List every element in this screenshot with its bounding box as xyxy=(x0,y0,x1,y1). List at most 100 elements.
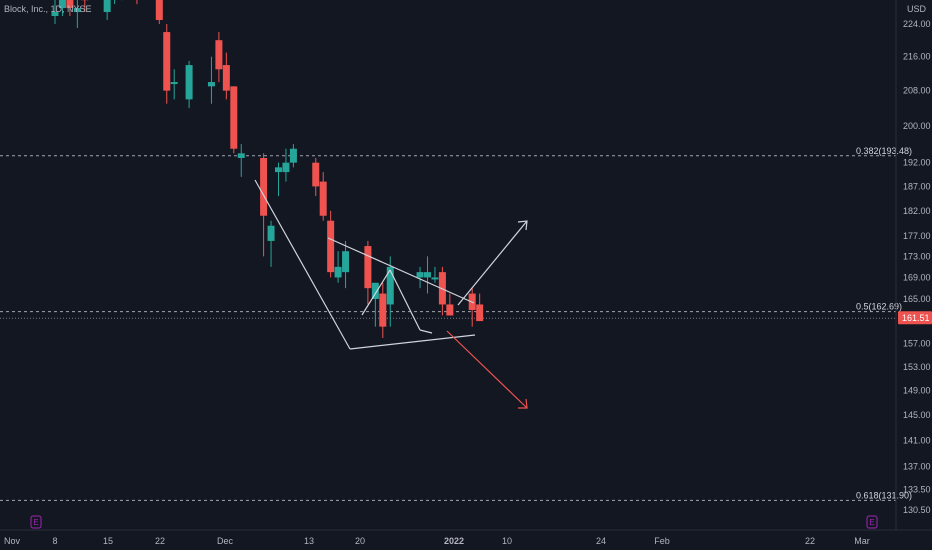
y-tick-label: 149.00 xyxy=(903,386,931,396)
x-tick-label: Dec xyxy=(217,536,234,546)
candle-5 xyxy=(103,0,111,20)
earnings-marker-upcoming[interactable]: E xyxy=(866,515,878,529)
candle-body xyxy=(416,272,424,278)
x-tick-label: 8 xyxy=(52,536,57,546)
y-tick-label: 224.00 xyxy=(903,19,931,29)
candle-body xyxy=(66,0,74,9)
candle-body xyxy=(282,162,290,173)
drawings xyxy=(254,179,528,409)
candle-29 xyxy=(364,240,372,305)
candle-body xyxy=(476,304,484,322)
candle-23 xyxy=(289,144,297,168)
candle-body xyxy=(103,0,111,13)
candle-body xyxy=(289,148,297,163)
x-tick-label: 24 xyxy=(596,536,606,546)
x-tick-label: Nov xyxy=(4,536,21,546)
candles xyxy=(51,0,484,338)
candle-body xyxy=(215,40,223,70)
candle-body xyxy=(163,32,171,91)
candle-10 xyxy=(155,0,163,24)
last-price-tag xyxy=(898,311,932,325)
candle-body xyxy=(446,304,454,316)
candle-body xyxy=(431,277,439,280)
x-tick-label: 13 xyxy=(304,536,314,546)
candle-17 xyxy=(230,86,238,154)
candle-body xyxy=(364,246,372,289)
candle-21 xyxy=(275,162,282,197)
candle-30 xyxy=(371,282,379,327)
candle-35 xyxy=(431,266,439,283)
candle-37 xyxy=(446,293,454,316)
y-tick-label: 145.00 xyxy=(903,410,931,420)
bull-arrow-line xyxy=(457,220,528,306)
y-tick-label: 130.50 xyxy=(903,505,931,515)
y-tick-label: 141.00 xyxy=(903,435,931,445)
wave-line-3 xyxy=(419,329,433,334)
y-tick-label: 208.00 xyxy=(903,86,931,96)
candle-4 xyxy=(81,0,89,13)
candle-body xyxy=(51,12,59,17)
candle-body xyxy=(260,157,268,216)
triangle-upper-line xyxy=(327,237,475,304)
candle-body xyxy=(237,153,245,158)
candle-28 xyxy=(342,240,350,289)
event-marker-letter: E xyxy=(869,518,874,527)
candle-12 xyxy=(170,69,178,100)
candle-body xyxy=(319,181,327,216)
candle-20 xyxy=(267,220,275,267)
candle-body xyxy=(424,272,431,278)
x-tick-label: Mar xyxy=(854,536,870,546)
bull-arrow-head xyxy=(517,220,528,231)
bear-arrow-line xyxy=(446,330,528,409)
earnings-marker-past[interactable]: E xyxy=(30,515,42,529)
event-marker-frame xyxy=(30,515,42,529)
candle-2 xyxy=(66,0,74,17)
candle-body xyxy=(185,65,193,100)
y-tick-label: 137.00 xyxy=(903,461,931,471)
candle-body xyxy=(334,266,342,278)
y-tick-label: 165.00 xyxy=(903,294,931,304)
x-tick-label: 20 xyxy=(355,536,365,546)
event-marker-frame xyxy=(866,515,878,529)
symbol-title: Block, Inc., 1D, NYSE xyxy=(4,4,92,14)
x-tick-label: 15 xyxy=(103,536,113,546)
candle-22 xyxy=(282,148,290,182)
y-tick-label: 153.00 xyxy=(903,362,931,372)
candle-18 xyxy=(237,144,245,177)
fib-label-1: 0.5(162.69) xyxy=(856,302,902,312)
candle-34 xyxy=(424,256,431,294)
candle-31 xyxy=(379,282,387,338)
candle-19 xyxy=(260,153,268,257)
candle-27 xyxy=(334,251,342,283)
candle-body xyxy=(155,0,163,20)
x-tick-label: Feb xyxy=(654,536,670,546)
candle-6 xyxy=(114,0,116,5)
y-tick-label: 187.00 xyxy=(903,181,931,191)
candle-body xyxy=(312,162,320,187)
x-tick-label: 10 xyxy=(502,536,512,546)
candle-11 xyxy=(163,24,171,104)
candle-14 xyxy=(207,56,215,104)
candle-32 xyxy=(386,256,394,327)
candle-33 xyxy=(416,266,424,289)
y-tick-label: 177.00 xyxy=(903,231,931,241)
y-tick-label: 216.00 xyxy=(903,52,931,62)
y-tick-label: 169.00 xyxy=(903,272,931,282)
x-tick-label: 22 xyxy=(155,536,165,546)
y-tick-label: 133.50 xyxy=(903,485,931,495)
fib-label-0: 0.382(193.48) xyxy=(856,146,912,156)
y-tick-label: 173.00 xyxy=(903,251,931,261)
candle-body xyxy=(275,167,282,173)
candle-body xyxy=(379,293,387,327)
y-tick-label: 182.00 xyxy=(903,206,931,216)
candle-15 xyxy=(215,32,223,83)
y-tick-label: 192.00 xyxy=(903,158,931,168)
candle-body xyxy=(327,220,335,273)
drop-line xyxy=(254,179,351,350)
candle-body xyxy=(73,8,81,13)
candle-body xyxy=(170,82,178,85)
